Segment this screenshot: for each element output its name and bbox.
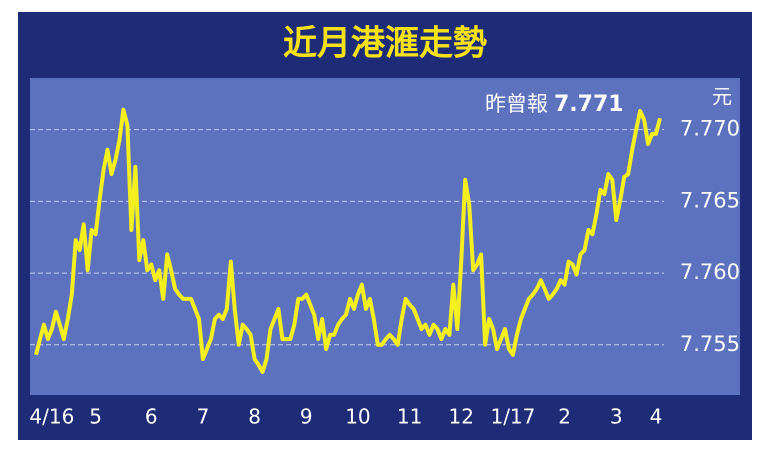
chart-title: 近月港滙走勢 bbox=[283, 24, 487, 64]
x-tick-label: 8 bbox=[248, 405, 261, 429]
x-tick-label: 1/17 bbox=[490, 405, 535, 429]
x-tick-label: 4 bbox=[650, 405, 663, 429]
x-tick-label: 9 bbox=[300, 405, 313, 429]
x-tick-label: 6 bbox=[145, 405, 158, 429]
price-line bbox=[34, 107, 662, 374]
x-tick-label: 5 bbox=[89, 405, 102, 429]
y-unit: 元 bbox=[712, 85, 732, 109]
annotation-label: 昨曾報 bbox=[485, 92, 548, 116]
x-tick-label: 4/16 bbox=[29, 405, 74, 429]
x-tick-label: 7 bbox=[197, 405, 210, 429]
y-tick-label: 7.770 bbox=[680, 117, 740, 141]
annotation-value: 7.771 bbox=[554, 92, 624, 117]
y-tick-label: 7.760 bbox=[680, 260, 740, 284]
x-tick-label: 11 bbox=[397, 405, 422, 429]
x-tick-label: 3 bbox=[610, 405, 623, 429]
x-tick-label: 2 bbox=[558, 405, 571, 429]
x-tick-label: 12 bbox=[449, 405, 474, 429]
x-tick-label: 10 bbox=[345, 405, 370, 429]
y-tick-label: 7.765 bbox=[680, 188, 740, 212]
y-tick-label: 7.755 bbox=[680, 332, 740, 356]
